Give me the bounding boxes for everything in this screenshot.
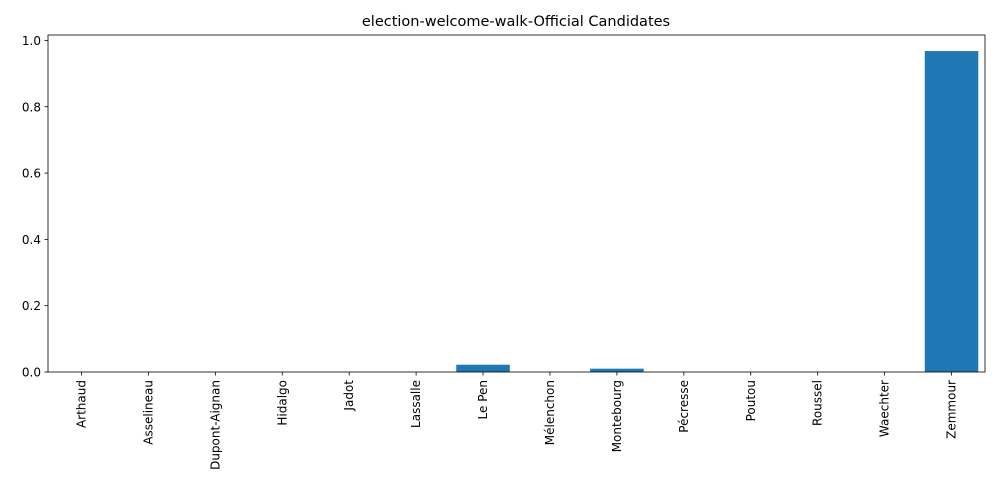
x-tick-label: Zemmour [945, 380, 959, 439]
bar [456, 364, 510, 372]
x-tick-label: Le Pen [476, 380, 490, 419]
bars-layer [456, 51, 979, 373]
bar [924, 51, 979, 373]
x-tick-label: Hidalgo [275, 380, 289, 426]
x-tick-label: Poutou [744, 380, 758, 421]
y-tick-label: 0.4 [22, 233, 41, 247]
chart-title: election-welcome-walk-Official Candidate… [362, 14, 670, 30]
y-tick-label: 0.0 [22, 366, 41, 380]
plot-frame [47, 34, 986, 373]
y-tick-label: 0.8 [22, 100, 41, 114]
x-tick-label: Asselineau [141, 380, 155, 445]
y-tick-label: 0.6 [22, 167, 41, 181]
x-tick-label: Dupont-Aignan [208, 380, 222, 470]
x-tick-label: Jadot [342, 380, 356, 412]
x-tick-label: Roussel [811, 380, 825, 426]
x-tick-label: Lassalle [409, 380, 423, 428]
y-tick-label: 0.2 [22, 299, 41, 313]
x-tick-label: Pécresse [677, 380, 691, 433]
axes-layer: 0.0 0.2 0.4 0.6 0.8 1.0 Arthaud Asselineau Dupon… [22, 34, 986, 470]
x-tick-label: Montebourg [610, 380, 624, 452]
x-tick-label: Waechter [878, 380, 892, 437]
bar [590, 368, 644, 372]
x-tick-label: Mélenchon [543, 380, 557, 445]
x-tick-label: Arthaud [74, 380, 88, 428]
y-tick-label: 1.0 [22, 34, 41, 48]
